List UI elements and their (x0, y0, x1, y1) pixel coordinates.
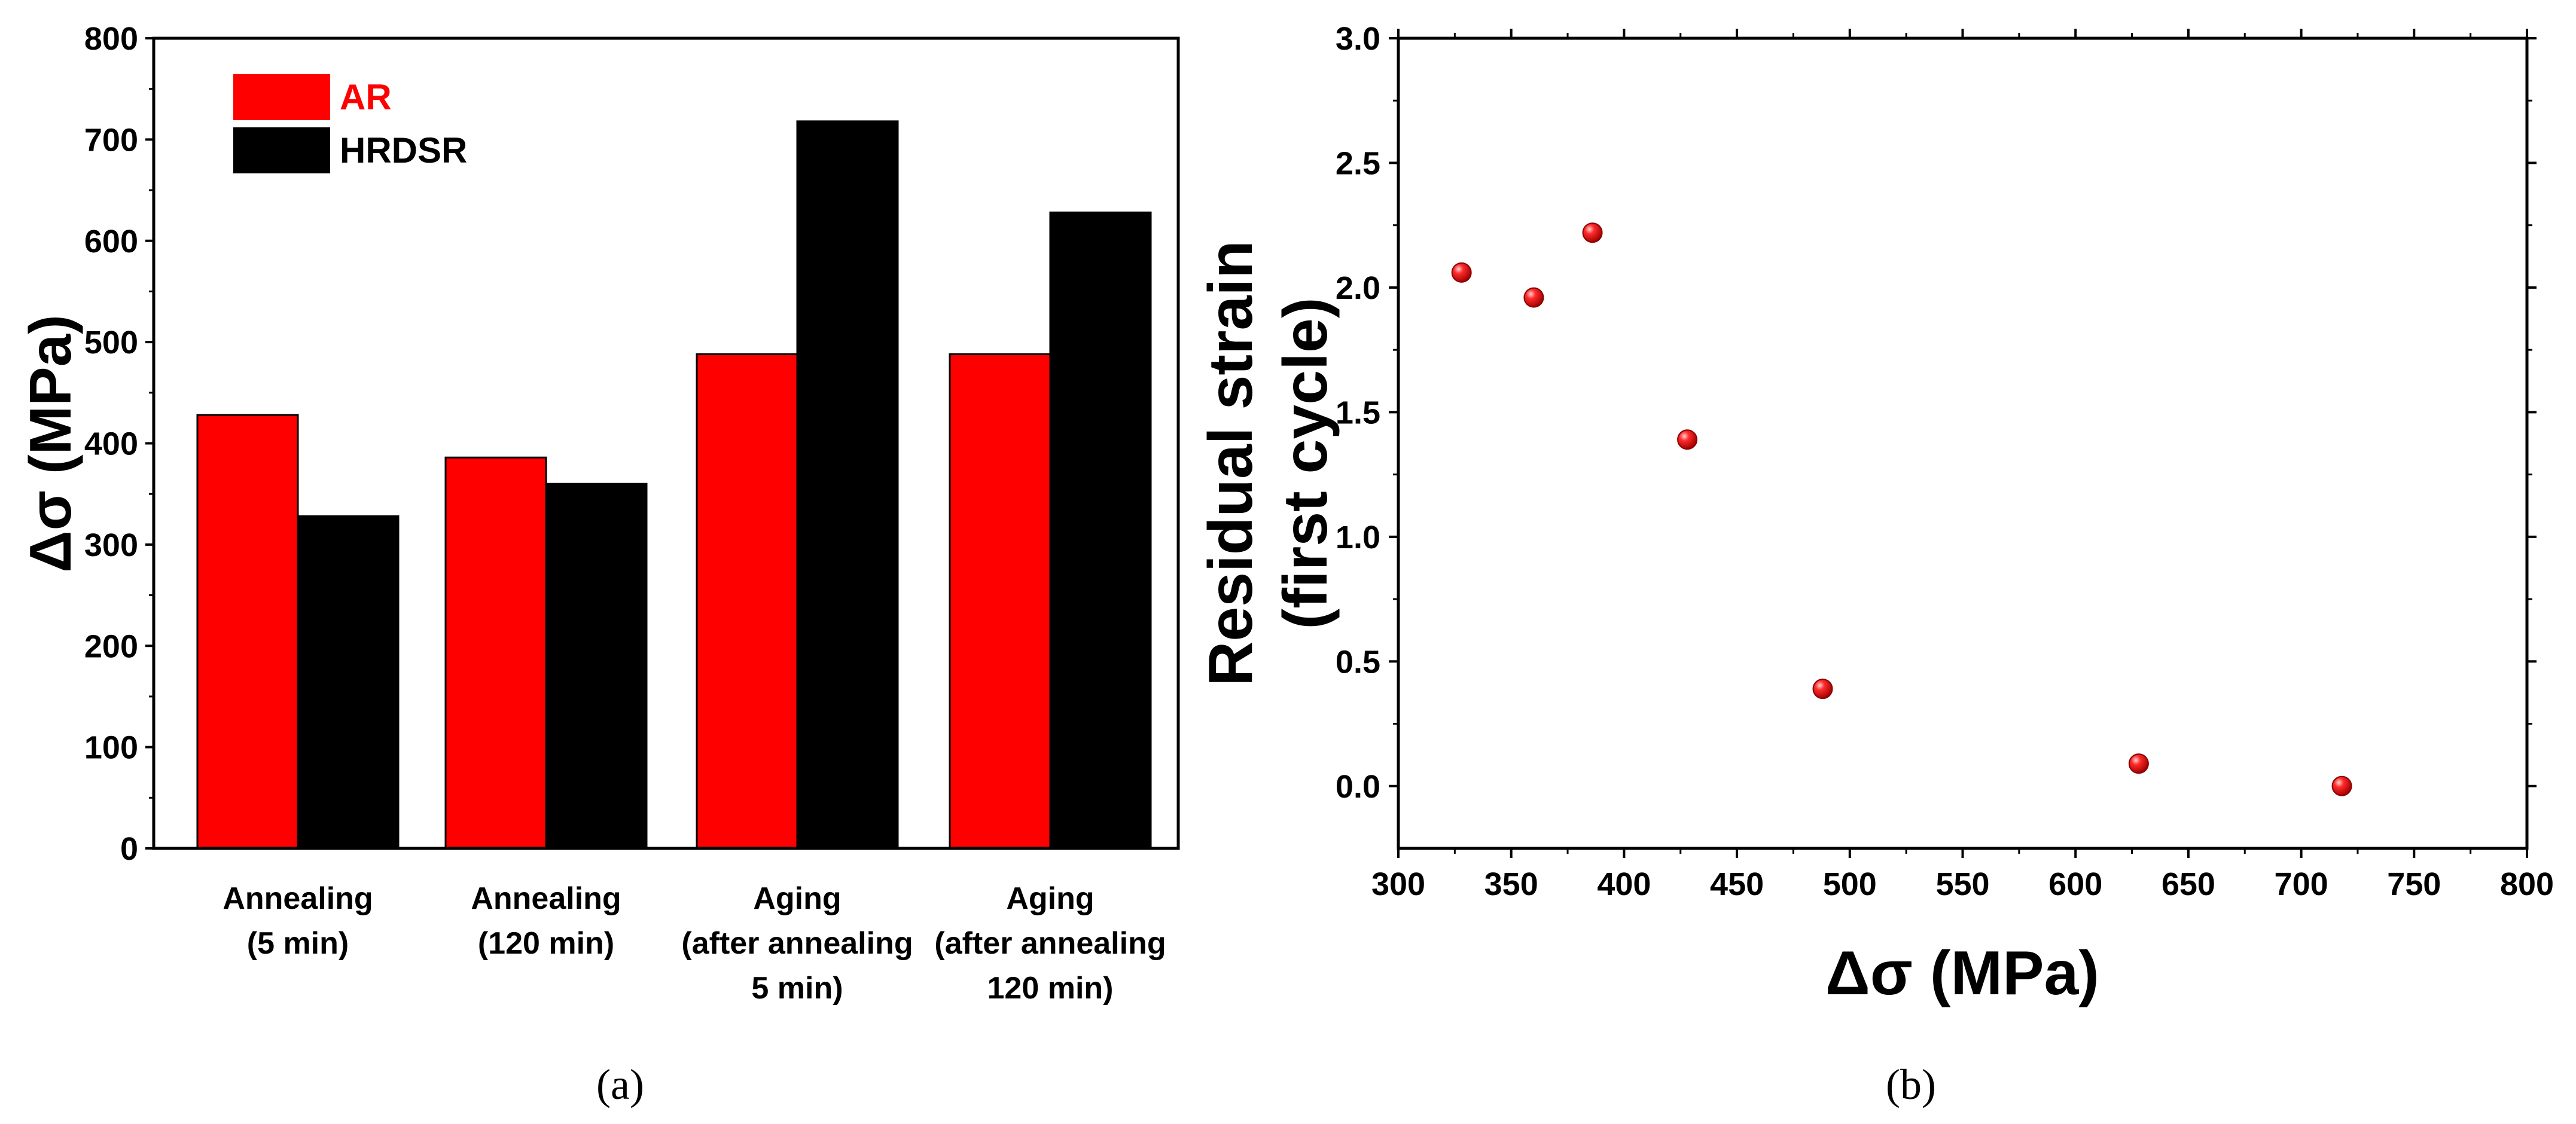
bar-ar-2 (444, 456, 547, 850)
x-category-label: Aging (753, 881, 841, 916)
legend-label-hrdsr: HRDSR (340, 130, 467, 170)
x-category-label: 5 min) (751, 971, 843, 1006)
y-tick-label: 200 (84, 628, 138, 664)
bar-hrdsr-1 (297, 515, 400, 850)
x-tick-label: 750 (2387, 866, 2441, 902)
scatter-point-4 (1677, 429, 1698, 450)
x-category-labels: Annealing (5 min) Annealing (120 min) Aging (… (222, 881, 1166, 1006)
x-tick-label: 350 (1484, 866, 1538, 902)
y-tick-label: 0.0 (1336, 769, 1380, 805)
y-tick-label: 0 (120, 831, 138, 867)
x-tick-label: 550 (1935, 866, 1989, 902)
bar-hrdsr-4 (1049, 211, 1152, 850)
x-tick-label: 400 (1597, 866, 1651, 902)
y-tick-label: 0.5 (1336, 644, 1380, 680)
bar-ar-3 (696, 353, 798, 850)
y-axis: 0.0 0.5 1.0 1.5 2.0 2.5 3.0 (1336, 21, 2537, 805)
bar-hrdsr-2 (545, 482, 648, 850)
panel-label-b: (b) (1886, 1061, 1936, 1108)
panel-label-a: (a) (596, 1061, 644, 1108)
bar-ar-4 (949, 353, 1051, 850)
x-tick-label: 650 (2162, 866, 2215, 902)
bar-ar-1 (196, 414, 299, 850)
x-category-label: (120 min) (478, 926, 614, 961)
y-tick-label: 2.0 (1336, 270, 1380, 306)
y-axis-title-line-2: (first cycle) (1271, 298, 1340, 630)
x-tick-label: 450 (1710, 866, 1764, 902)
x-tick-label: 500 (1823, 866, 1877, 902)
scatter-point-1 (1451, 262, 1472, 283)
y-tick-label: 500 (84, 325, 138, 361)
x-tick-label: 800 (2500, 866, 2554, 902)
y-tick-label: 100 (84, 730, 138, 766)
legend-label-ar: AR (340, 77, 392, 117)
y-tick-label: 1.5 (1336, 395, 1380, 430)
legend-swatch-hrdsr (233, 127, 330, 173)
bar-series-group (196, 120, 1152, 850)
y-tick-label: 300 (84, 527, 138, 563)
scatter-chart-panel: 0.0 0.5 1.0 1.5 2.0 2.5 3.0 300 350 400 450 500 550… (1196, 21, 2554, 1108)
y-tick-label: 2.5 (1336, 145, 1380, 181)
scatter-point-5 (1812, 679, 1833, 700)
bar-chart-panel: 0 100 200 300 400 500 600 700 800 Annealing (5 mi… (17, 21, 1180, 1108)
scatter-point-6 (2128, 753, 2149, 774)
x-category-label: 120 min) (987, 971, 1114, 1006)
y-tick-label: 3.0 (1336, 21, 1380, 57)
y-tick-label: 700 (84, 122, 138, 158)
scatter-point-3 (1582, 222, 1603, 243)
y-tick-label: 400 (84, 426, 138, 462)
scatter-point-2 (1523, 287, 1544, 308)
scatter-point-7 (2331, 775, 2352, 796)
x-category-label: Annealing (471, 881, 621, 916)
x-category-label: (after annealing (681, 926, 913, 961)
plot-frame (1397, 36, 2529, 850)
y-tick-label: 800 (84, 21, 138, 57)
legend-swatch-ar (233, 74, 330, 120)
y-tick-label: 1.0 (1336, 520, 1380, 555)
x-tick-label: 600 (2048, 866, 2102, 902)
legend: AR HRDSR (233, 74, 467, 173)
scatter-points-group (1451, 222, 2352, 796)
y-axis-title-line-1: Residual strain (1196, 240, 1266, 686)
y-axis: 0 100 200 300 400 500 600 700 800 (84, 21, 154, 867)
x-category-label: (5 min) (247, 926, 349, 961)
y-axis-title: Δσ (MPa) (17, 314, 83, 572)
x-tick-label: 300 (1371, 866, 1425, 902)
y-tick-label: 600 (84, 224, 138, 259)
bar-hrdsr-3 (796, 120, 899, 850)
x-axis-title: Δσ (MPa) (1825, 939, 2099, 1008)
x-axis: 300 350 400 450 500 550 600 650 700 750 800 (1371, 29, 2554, 902)
x-category-label: (after annealing (934, 926, 1166, 961)
x-tick-label: 700 (2275, 866, 2328, 902)
x-category-label: Aging (1006, 881, 1094, 916)
x-category-label: Annealing (222, 881, 373, 916)
